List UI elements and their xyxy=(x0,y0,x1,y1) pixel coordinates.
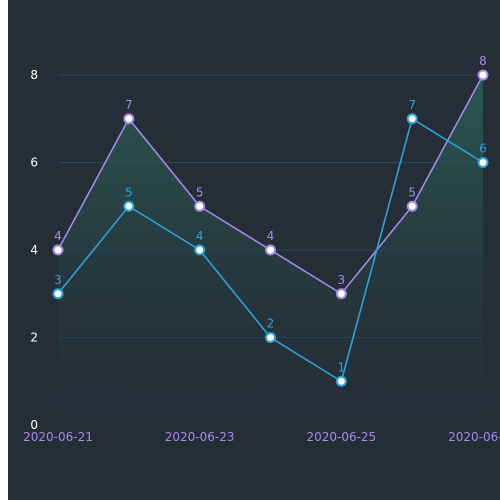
data-point xyxy=(123,113,135,125)
data-point xyxy=(335,288,347,300)
x-tick-label: 2020-06-21 xyxy=(23,430,93,444)
data-point xyxy=(194,244,206,256)
data-point xyxy=(52,244,64,256)
data-label: 3 xyxy=(338,273,346,287)
data-labels: 4 7 5 4 3 5 8 3 5 4 2 1 7 6 xyxy=(54,54,487,374)
y-axis: 0 2 4 6 8 xyxy=(30,68,38,432)
data-label: 1 xyxy=(338,360,346,374)
data-label: 8 xyxy=(479,54,487,68)
data-label: 4 xyxy=(196,229,204,243)
data-label: 5 xyxy=(196,185,204,199)
data-point xyxy=(194,200,206,212)
data-label: 7 xyxy=(408,98,416,112)
x-tick-label: 2020-06-25 xyxy=(306,430,376,444)
data-point xyxy=(123,200,135,212)
x-tick-label: 2020-06-23 xyxy=(165,430,235,444)
data-point xyxy=(52,288,64,300)
data-label: 6 xyxy=(479,142,487,156)
data-label: 7 xyxy=(125,98,133,112)
data-point xyxy=(477,69,489,81)
data-label: 5 xyxy=(125,185,133,199)
data-label: 2 xyxy=(267,317,275,331)
y-tick-label: 8 xyxy=(30,68,38,82)
data-label: 3 xyxy=(54,273,62,287)
y-tick-label: 2 xyxy=(30,331,38,345)
data-point xyxy=(406,200,418,212)
y-tick-label: 4 xyxy=(30,243,38,257)
y-tick-label: 6 xyxy=(30,156,38,170)
x-tick-label: 2020-06-27 xyxy=(448,430,500,444)
y-tick-label: 0 xyxy=(30,418,38,432)
data-label: 4 xyxy=(267,229,275,243)
data-label: 5 xyxy=(408,185,416,199)
data-point xyxy=(265,244,276,256)
data-point xyxy=(477,157,489,168)
x-axis: 2020-06-21 2020-06-23 2020-06-25 2020-06-27 xyxy=(23,430,500,444)
data-point xyxy=(335,375,347,387)
series-points xyxy=(52,69,489,387)
data-point xyxy=(265,332,276,343)
data-point xyxy=(406,113,418,125)
data-label: 4 xyxy=(54,229,62,243)
